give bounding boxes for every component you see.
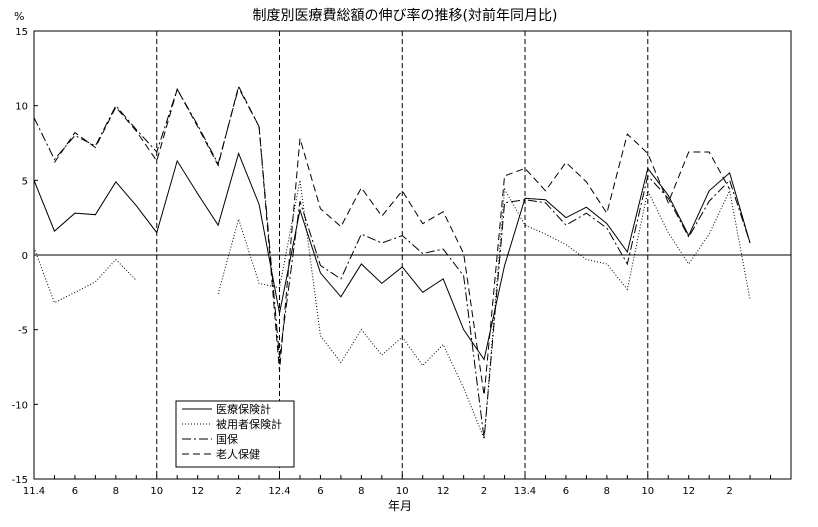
legend-label: 医療保険計 — [216, 402, 271, 416]
x-tick-label: 11.4 — [23, 486, 45, 497]
y-axis: 15 10 5 0 -5 -10 -15 — [12, 27, 38, 486]
x-tick-label: 12 — [191, 486, 204, 497]
x-tick-label: 2 — [726, 486, 732, 497]
series — [33, 151, 751, 361]
x-axis-label: 年月 — [388, 499, 412, 513]
series — [33, 180, 751, 439]
x-tick-label: 8 — [604, 486, 610, 497]
y-unit-label: % — [14, 10, 24, 23]
legend-box — [175, 400, 295, 468]
x-tick-label: 6 — [563, 486, 569, 497]
x-tick-label: 10 — [641, 486, 654, 497]
y-tick-label: 5 — [22, 176, 28, 187]
series-line — [33, 151, 751, 361]
x-tick-label: 13.4 — [514, 486, 536, 497]
legend-label: 被用者保険計 — [216, 417, 282, 431]
legend-label: 老人保健 — [216, 447, 260, 461]
x-tick-label: 12.4 — [268, 486, 290, 497]
x-tick-label: 12 — [682, 486, 695, 497]
y-tick-label: -5 — [18, 326, 28, 337]
y-tick-label: 10 — [15, 102, 28, 113]
series-lines — [33, 84, 751, 439]
x-tick-label: 8 — [358, 486, 364, 497]
chart-title: 制度別医療費総額の伸び率の推移(対前年同月比) — [253, 7, 558, 24]
x-tick-label: 10 — [396, 486, 409, 497]
y-tick-label: -15 — [12, 475, 28, 486]
series-line — [217, 180, 751, 439]
x-axis: 11.4 6 8 10 12 2 12.4 6 8 10 12 2 13.4 6 8 10 12 2 — [23, 475, 792, 497]
legend-label: 国保 — [216, 432, 238, 446]
x-tick-label: 8 — [113, 486, 119, 497]
x-tick-label: 10 — [150, 486, 163, 497]
y-tick-label: -10 — [12, 400, 28, 411]
series-line — [54, 84, 731, 396]
x-tick-label: 12 — [437, 486, 450, 497]
y-tick-label: 0 — [22, 251, 28, 262]
series-line — [33, 247, 137, 304]
x-tick-label: 2 — [235, 486, 241, 497]
series — [33, 86, 751, 439]
x-tick-label: 6 — [72, 486, 78, 497]
x-tick-label: 2 — [481, 486, 487, 497]
y-tick-label: 15 — [15, 27, 28, 38]
series — [54, 84, 731, 396]
x-tick-label: 6 — [317, 486, 323, 497]
series-line — [33, 86, 751, 439]
